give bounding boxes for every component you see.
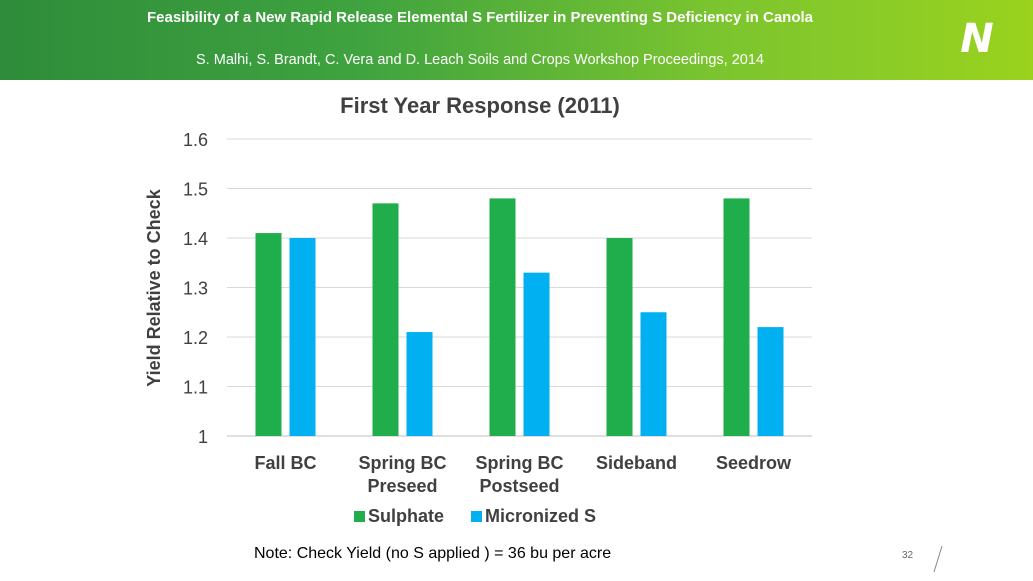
- y-axis-label: Yield Relative to Check: [144, 188, 164, 386]
- x-tick-label: Fall BC: [254, 453, 316, 473]
- x-tick-label: Sideband: [596, 453, 677, 473]
- x-tick-label: Spring BC: [476, 453, 564, 473]
- sulphate-bar: [723, 198, 750, 436]
- sulphate-bar: [255, 233, 282, 436]
- legend-micronized-label: Micronized S: [485, 506, 596, 526]
- micronized-bar: [289, 238, 316, 436]
- slash-divider-icon: [933, 545, 943, 573]
- legend-micronized-swatch: [471, 511, 482, 522]
- y-tick-label: 1.1: [183, 378, 208, 398]
- micronized-bar: [523, 272, 550, 436]
- chart-title: First Year Response (2011): [340, 93, 620, 118]
- sulphate-bar: [489, 198, 516, 436]
- x-tick-label: Preseed: [367, 476, 437, 496]
- bar-chart: First Year Response (2011) 1 1.1 1.2 1.3 1.4 1…: [144, 93, 812, 526]
- sulphate-bar: [606, 238, 633, 436]
- slide-title: Feasibility of a New Rapid Release Eleme…: [146, 9, 814, 26]
- x-tick-label: Spring BC: [359, 453, 447, 473]
- slide-citation: S. Malhi, S. Brandt, C. Vera and D. Leac…: [196, 52, 764, 68]
- legend-sulphate-swatch: [354, 511, 365, 522]
- legend-sulphate-label: Sulphate: [368, 506, 444, 526]
- page-number: 32: [902, 550, 914, 561]
- y-tick-label: 1.5: [183, 180, 208, 200]
- check-yield-note: Note: Check Yield (no S applied ) = 36 b…: [254, 545, 612, 562]
- logo-n-icon: N: [960, 16, 994, 62]
- y-tick-label: 1.2: [183, 328, 208, 348]
- micronized-bar: [640, 312, 667, 436]
- y-tick-label: 1.3: [183, 279, 208, 299]
- y-tick-label: 1.4: [183, 229, 208, 249]
- sulphate-bar: [372, 203, 399, 436]
- y-tick-label: 1: [198, 427, 208, 447]
- company-logo: N: [952, 14, 1002, 64]
- x-tick-label: Seedrow: [716, 453, 792, 473]
- header-banner: Feasibility of a New Rapid Release Eleme…: [0, 0, 1033, 80]
- micronized-bar: [406, 332, 433, 436]
- x-tick-label: Postseed: [479, 476, 559, 496]
- y-tick-label: 1.6: [183, 130, 208, 150]
- micronized-bar: [757, 327, 784, 436]
